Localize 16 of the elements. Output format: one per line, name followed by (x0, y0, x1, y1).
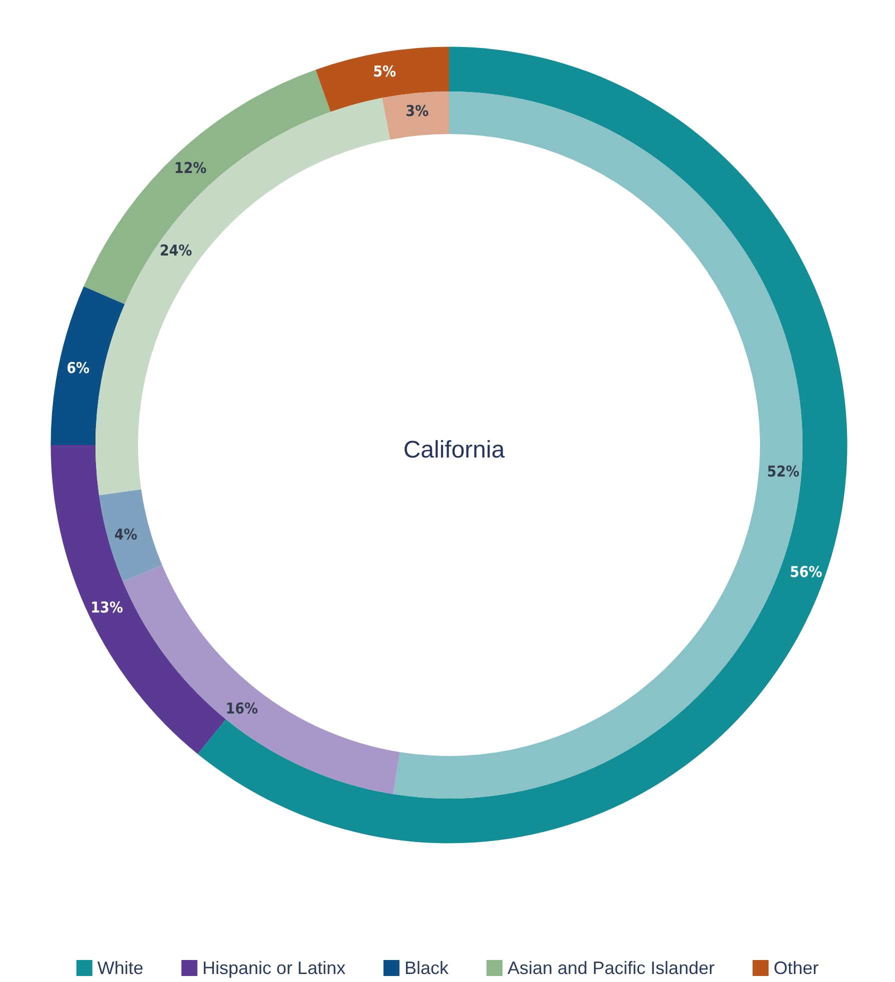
legend-label: Asian and Pacific Islander (507, 958, 715, 978)
data-label: 16% (226, 700, 258, 718)
data-label: 13% (90, 598, 124, 617)
data-label: 24% (160, 242, 193, 260)
data-label: 5% (373, 62, 397, 81)
data-label: 56% (790, 562, 823, 581)
data-label: 52% (767, 462, 800, 481)
legend-label: Hispanic or Latinx (202, 958, 346, 978)
legend-label: Other (774, 958, 819, 978)
text: California (403, 436, 506, 464)
data-label: 4% (114, 525, 138, 544)
data-label: 6% (66, 358, 90, 377)
data-label: 3% (406, 102, 430, 120)
legend-label: White (97, 958, 144, 978)
legend-label: Black (404, 958, 450, 978)
data-label: 12% (174, 159, 208, 178)
